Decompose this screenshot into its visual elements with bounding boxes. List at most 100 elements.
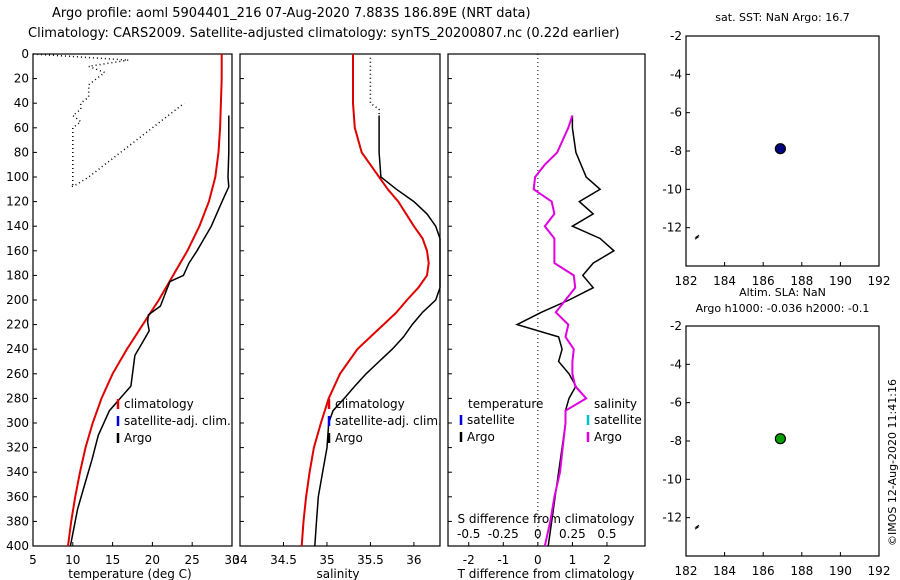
temperature-tick-label: 15 [105,553,120,567]
sst-y-tick-label: -10 [662,182,682,196]
sst-x-tick-label: 182 [675,274,698,288]
sst-y-tick-label: -8 [670,144,682,158]
depth-tick-label: 20 [14,72,29,86]
depth-tick-label: 300 [6,416,29,430]
temperature-argo-line [69,115,230,547]
depth-tick-label: 400 [6,539,29,553]
salinity-tick-label: 35 [319,553,334,567]
temperature-legend-label: Argo [124,431,152,445]
depth-tick-label: 40 [14,96,29,110]
sst-x-tick-label: 188 [790,274,813,288]
temperature-climatology-line [67,54,223,547]
depth-tick-label: 100 [6,170,29,184]
sla-coastline [694,524,700,530]
sla-x-tick-label: 190 [829,564,852,578]
sdiff-tick-label: -0.5 [457,527,480,541]
depth-tick-label: 120 [6,195,29,209]
depth-tick-label: 140 [6,219,29,233]
sla-x-tick-label: 184 [713,564,736,578]
sdiff-tick-label: 0.25 [559,527,586,541]
sdiff-legend-label: satellite [594,413,642,427]
temperature-tick-label: 30 [224,553,239,567]
salinity-satellite-dotted [369,57,380,116]
salinity-tick-label: 36 [406,553,421,567]
sla-x-tick-label: 182 [675,564,698,578]
depth-tick-label: 380 [6,514,29,528]
tdiff-tick-label: -2 [463,553,475,567]
depth-tick-label: 200 [6,293,29,307]
depth-tick-label: 360 [6,490,29,504]
tdiff-tick-label: 2 [603,553,611,567]
sla-y-tick-label: -12 [662,511,682,525]
depth-tick-label: 160 [6,244,29,258]
sdiff-tick-label: 0.5 [597,527,616,541]
sla-x-tick-label: 186 [752,564,775,578]
temperature-legend-label: climatology [124,397,194,411]
sst-y-tick-label: -4 [670,67,682,81]
sla-title: Altim. SLA: NaN [739,286,826,299]
tdiff-argo-line [515,115,616,547]
sdiff-tick-label: -0.25 [488,527,519,541]
depth-tick-label: 180 [6,268,29,282]
temperature-legend-label: satellite-adj. clim. [124,414,231,428]
sst-coastline [694,234,700,240]
sla-y-tick-label: -6 [670,396,682,410]
salinity-legend-label: Argo [335,431,363,445]
depth-tick-label: 220 [6,318,29,332]
salinity-axis-label: salinity [316,567,359,580]
salinity-argo-line [314,115,441,547]
tdiff-axis-label: T difference from climatology [457,567,635,580]
sst-x-tick-label: 190 [829,274,852,288]
panel-frame-salinity [239,53,441,547]
sla-y-tick-label: -10 [662,472,682,486]
sst-x-tick-label: 186 [752,274,775,288]
sdiff-argo-line [532,115,588,547]
sst-title: sat. SST: NaN Argo: 16.7 [715,11,849,24]
tdiff-legend-label: Argo [467,430,495,444]
depth-tick-label: 60 [14,121,29,135]
copyright-stamp: ©IMOS 12-Aug-2020 11:41:16 [886,379,899,546]
temperature-satellite-dotted [32,53,185,189]
sst-y-tick-label: -12 [662,221,682,235]
sst-x-tick-label: 192 [868,274,891,288]
temperature-axis-label: temperature (deg C) [68,567,191,580]
tdiff-legend-title: temperature [468,397,543,411]
salinity-climatology-line [300,54,430,547]
sla-subtitle: Argo h1000: -0.036 h2000: -0.1 [696,302,870,315]
salinity-tick-label: 34.5 [270,553,297,567]
panel-frame-difference [447,53,646,547]
sst-float-marker [774,143,786,155]
panel-frame-temperature [32,53,233,547]
sdiff-axis-label: S difference from climatology [458,512,635,526]
sla-float-marker [774,433,786,445]
temperature-tick-label: 10 [65,553,80,567]
title-line-1: Argo profile: aoml 5904401_216 07-Aug-20… [52,6,531,21]
sla-x-tick-label: 192 [868,564,891,578]
tdiff-legend-label: satellite [467,413,515,427]
salinity-legend-label: satellite-adj. clim. [335,414,442,428]
tdiff-tick-label: 0 [534,553,542,567]
sla-y-tick-label: -2 [670,319,682,333]
sla-y-tick-label: -4 [670,357,682,371]
tdiff-tick-label: -1 [497,553,509,567]
depth-tick-label: 280 [6,391,29,405]
sst-x-tick-label: 184 [713,274,736,288]
temperature-tick-label: 5 [29,553,37,567]
sst-y-tick-label: -2 [670,29,682,43]
sdiff-legend-title: salinity [594,397,637,411]
depth-tick-label: 260 [6,367,29,381]
salinity-tick-label: 34 [232,553,247,567]
depth-tick-label: 320 [6,441,29,455]
title-line-2: Climatology: CARS2009. Satellite-adjuste… [28,26,620,41]
salinity-legend-label: climatology [335,397,405,411]
depth-tick-label: 240 [6,342,29,356]
depth-tick-label: 0 [21,47,29,61]
depth-tick-label: 80 [14,145,29,159]
salinity-tick-label: 35.5 [357,553,384,567]
sla-x-tick-label: 188 [790,564,813,578]
depth-tick-label: 340 [6,465,29,479]
sla-y-tick-label: -8 [670,434,682,448]
temperature-tick-label: 25 [185,553,200,567]
temperature-tick-label: 20 [145,553,160,567]
sdiff-legend-label: Argo [594,430,622,444]
